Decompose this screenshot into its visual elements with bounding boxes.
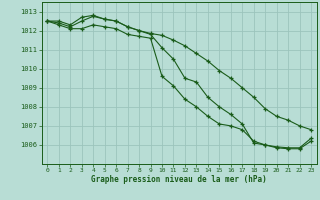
X-axis label: Graphe pression niveau de la mer (hPa): Graphe pression niveau de la mer (hPa) bbox=[91, 175, 267, 184]
